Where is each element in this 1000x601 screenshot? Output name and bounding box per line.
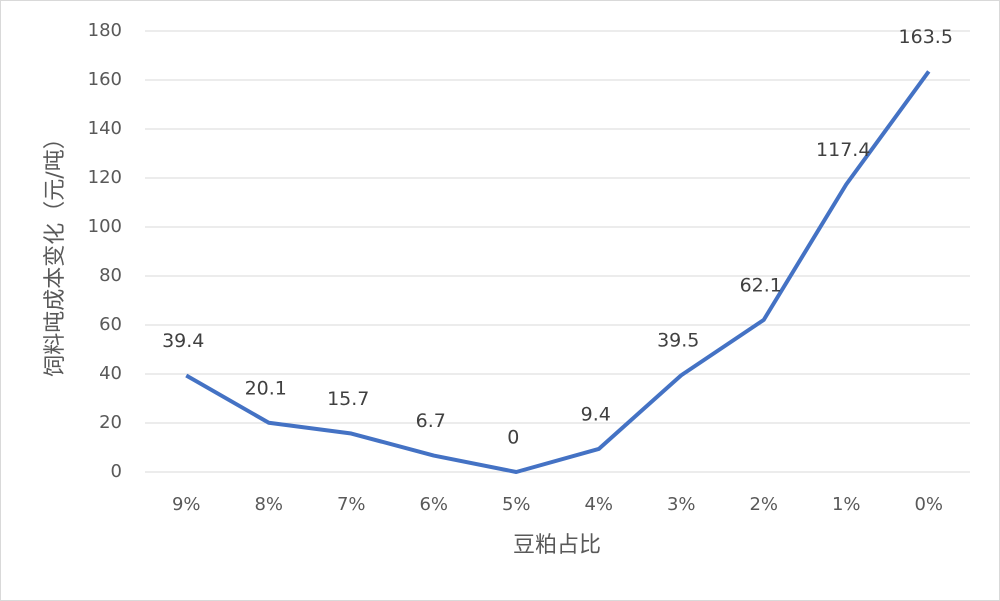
- y-axis-title: 饲料吨成本变化（元/吨）: [43, 127, 68, 376]
- data-label: 39.5: [657, 330, 699, 352]
- x-tick-label: 9%: [172, 494, 201, 515]
- y-tick-label: 120: [88, 167, 122, 188]
- y-tick-label: 80: [99, 265, 122, 286]
- x-tick-label: 8%: [254, 494, 283, 515]
- x-tick-label: 5%: [502, 494, 531, 515]
- y-tick-label: 20: [99, 412, 122, 433]
- x-tick-label: 7%: [337, 494, 366, 515]
- data-label: 163.5: [899, 26, 953, 48]
- x-tick-label: 6%: [419, 494, 448, 515]
- x-tick-label: 4%: [584, 494, 613, 515]
- data-label: 39.4: [162, 330, 204, 352]
- y-tick-label: 180: [88, 20, 122, 41]
- line: [185, 70, 931, 474]
- x-axis-title: 豆粕占比: [513, 533, 601, 558]
- data-label: 62.1: [740, 274, 782, 296]
- y-tick-label: 100: [88, 216, 122, 237]
- y-tick-label: 0: [111, 461, 122, 482]
- y-tick-label: 60: [99, 314, 122, 335]
- data-label: 15.7: [327, 388, 369, 410]
- data-label: 6.7: [416, 410, 446, 432]
- y-tick-label: 160: [88, 69, 122, 90]
- data-label: 20.1: [245, 377, 287, 399]
- x-tick-label: 3%: [667, 494, 696, 515]
- y-tick-label: 40: [99, 363, 122, 384]
- y-tick-label: 140: [88, 118, 122, 139]
- data-label: 117.4: [816, 139, 870, 161]
- data-label: 0: [507, 427, 519, 449]
- x-tick-label: 2%: [749, 494, 778, 515]
- x-tick-label: 1%: [832, 494, 861, 515]
- x-tick-label: 0%: [914, 494, 943, 515]
- data-label: 9.4: [581, 403, 611, 425]
